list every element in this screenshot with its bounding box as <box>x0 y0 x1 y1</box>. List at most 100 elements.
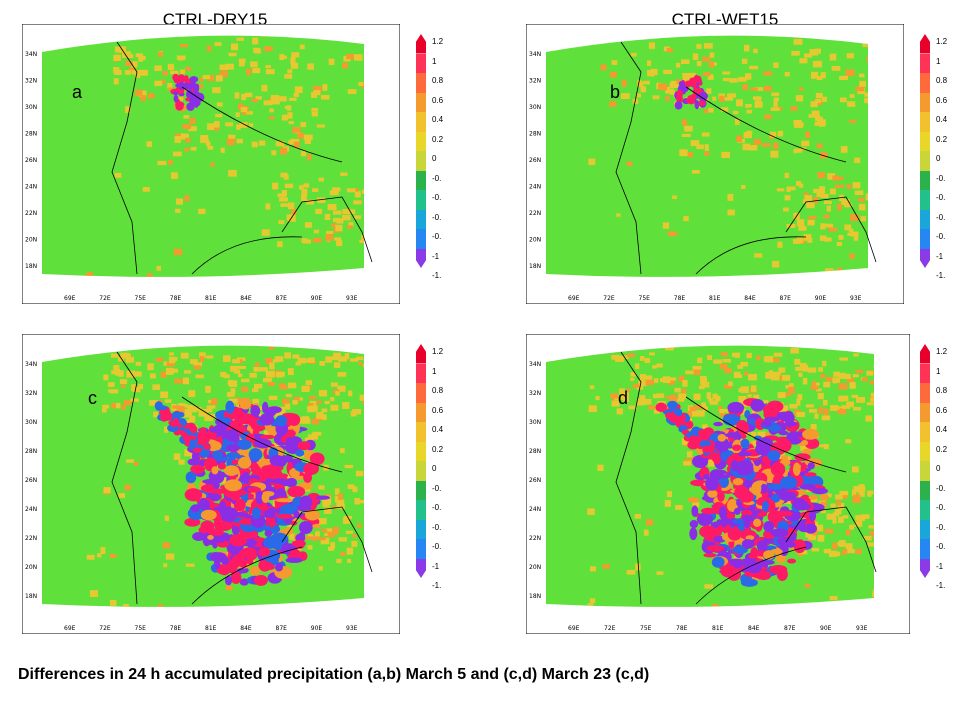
precip-speck <box>691 170 700 174</box>
precip-speck <box>318 566 323 571</box>
precip-speck <box>301 418 311 424</box>
precip-speck <box>853 353 859 357</box>
precip-speck <box>863 535 872 541</box>
precip-speck <box>272 359 280 363</box>
precip-speck <box>734 118 740 125</box>
precip-speck <box>276 371 283 378</box>
precip-speck <box>235 397 241 405</box>
precip-blob <box>799 484 816 490</box>
precip-speck <box>849 382 856 389</box>
border-line <box>191 236 303 275</box>
precip-speck <box>139 90 147 97</box>
precip-blob <box>712 474 731 479</box>
precip-speck <box>727 194 734 201</box>
precip-speck <box>751 385 757 392</box>
precip-blob <box>718 523 732 533</box>
precip-speck <box>287 368 294 376</box>
precip-speck <box>131 384 137 392</box>
precip-speck <box>264 430 270 436</box>
precip-speck <box>668 231 677 237</box>
precip-speck <box>811 71 819 79</box>
precip-blob <box>726 498 738 512</box>
precip-blob <box>298 520 313 535</box>
precip-speck <box>737 374 743 378</box>
precip-speck <box>351 540 358 547</box>
precip-speck <box>174 378 183 384</box>
colorbar-label: -0. <box>936 503 946 512</box>
precip-speck <box>329 190 339 196</box>
precip-speck <box>841 549 848 555</box>
colorbar-segment <box>920 34 930 54</box>
precip-speck <box>330 542 336 549</box>
precip-speck <box>624 392 629 399</box>
precip-speck <box>829 188 836 195</box>
precip-speck <box>250 61 258 68</box>
lon-tick-label: 81E <box>205 625 217 632</box>
precip-blob <box>224 479 243 492</box>
precip-speck <box>172 405 182 409</box>
precip-speck <box>724 97 733 101</box>
precip-speck <box>820 151 828 159</box>
precip-speck <box>815 114 821 122</box>
lon-tick-label: 78E <box>676 625 688 632</box>
precip-speck <box>146 273 153 277</box>
precip-speck <box>639 395 646 400</box>
map-svg: 34N 32N 30N 28N 26N 24N 22N 20N 18N 69E 72E 75E 78E 8… <box>526 24 904 304</box>
precip-blob <box>750 399 765 412</box>
precip-speck <box>347 558 352 564</box>
precip-blob <box>184 488 203 502</box>
precip-blob <box>717 433 727 442</box>
precip-speck <box>867 205 868 212</box>
precip-speck <box>669 394 678 402</box>
precip-speck <box>804 195 813 202</box>
colorbar-segment <box>416 209 426 229</box>
precip-speck <box>319 361 325 366</box>
precip-blob <box>732 546 748 554</box>
precip-speck <box>241 111 248 115</box>
precip-speck <box>796 219 805 227</box>
precip-speck <box>631 52 637 57</box>
precip-blob <box>732 478 744 486</box>
precip-blob <box>192 532 206 541</box>
precip-speck <box>307 357 315 363</box>
border-line <box>111 41 138 275</box>
precip-speck <box>868 525 874 529</box>
precip-speck <box>683 216 689 222</box>
precip-speck <box>333 362 341 368</box>
precip-speck <box>653 393 659 399</box>
precip-speck <box>623 396 629 403</box>
lat-tick-label: 26N <box>25 157 37 164</box>
precip-speck <box>354 498 360 505</box>
colorbar-segment <box>920 53 930 73</box>
precip-blob <box>230 571 242 585</box>
precip-speck <box>340 551 346 557</box>
precip-speck <box>342 517 351 524</box>
precip-speck <box>124 352 130 358</box>
precip-speck <box>211 398 218 405</box>
precip-speck <box>324 533 330 537</box>
precip-speck <box>829 595 838 601</box>
precip-speck <box>746 109 753 114</box>
precip-speck <box>200 135 209 140</box>
precip-speck <box>359 239 364 244</box>
precip-speck <box>804 53 813 58</box>
precip-speck <box>287 69 293 74</box>
border-line <box>695 546 807 605</box>
precip-speck <box>338 356 347 362</box>
precip-speck <box>727 93 736 98</box>
precip-speck <box>175 198 183 205</box>
precip-speck <box>669 82 679 89</box>
precip-speck <box>193 365 201 370</box>
precip-speck <box>872 589 874 594</box>
lon-tick-label: 78E <box>170 295 182 302</box>
precip-speck <box>299 44 305 50</box>
lat-tick-label: 24N <box>25 506 37 513</box>
precip-speck <box>681 133 691 138</box>
precip-speck <box>694 410 701 417</box>
precip-speck <box>832 551 841 557</box>
colorbar-label: 0 <box>432 154 437 163</box>
precip-speck <box>851 394 859 398</box>
precip-speck <box>786 223 796 228</box>
precip-speck <box>311 111 318 117</box>
precip-speck <box>804 583 811 588</box>
